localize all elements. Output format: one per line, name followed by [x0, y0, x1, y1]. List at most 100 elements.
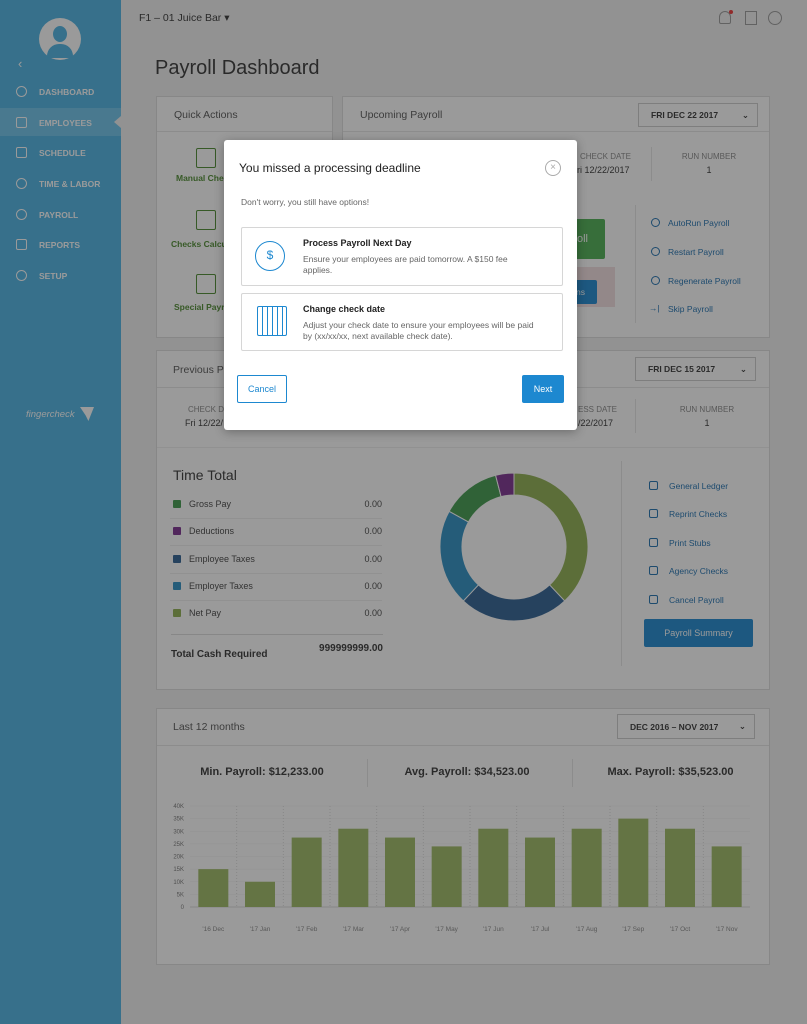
store-select[interactable]: F1 – 01 Juice Bar ▾	[139, 12, 230, 24]
y-tick-label: 15K	[173, 867, 184, 873]
notification-dot	[729, 10, 733, 14]
cancel-button[interactable]: Cancel	[237, 375, 287, 403]
nav-icon	[16, 270, 27, 281]
link-icon: →|	[649, 303, 660, 313]
summary-button[interactable]: Payroll Summary	[644, 619, 753, 647]
button-text: ns	[576, 287, 585, 297]
bar	[525, 837, 555, 907]
row-amount: 0.00	[364, 580, 382, 591]
y-tick-label: 20K	[173, 855, 184, 861]
nav-item[interactable]: DASHBOARD	[39, 87, 95, 97]
action-link[interactable]: Restart Payroll	[668, 247, 724, 257]
x-tick-label: '17 Feb	[296, 926, 318, 933]
divider	[157, 131, 332, 132]
divider	[157, 447, 769, 448]
bar	[431, 846, 462, 907]
sidebar: ‹ DASHBOARD EMPLOYEES SCHEDULE TIME & LA…	[0, 0, 121, 1024]
divider	[635, 399, 636, 433]
nav-icon	[16, 178, 27, 189]
action-link[interactable]: Skip Payroll	[668, 304, 713, 314]
nav-item[interactable]: REPORTS	[39, 240, 81, 250]
label: ESS DATE	[578, 405, 617, 414]
option-description: Ensure your employees are paid tomorrow.…	[303, 254, 508, 275]
nav-icon	[16, 86, 27, 97]
legend-swatch	[173, 581, 181, 590]
bar	[711, 846, 742, 907]
x-tick-label: '17 Jan	[250, 926, 271, 933]
action-link[interactable]: Regenerate Payroll	[668, 276, 741, 286]
button-text: Payroll Summary	[664, 628, 733, 638]
action-link[interactable]: Print Stubs	[669, 537, 711, 548]
divider	[621, 461, 622, 666]
link-icon	[649, 509, 658, 519]
link-icon	[649, 481, 658, 490]
nav-icon	[16, 147, 27, 158]
quick-action[interactable]: Special Payr	[174, 302, 225, 312]
close-button[interactable]: ×	[545, 160, 561, 176]
active-pointer	[114, 116, 121, 128]
link-icon	[651, 218, 660, 227]
collapse-arrow[interactable]: ‹	[18, 56, 23, 71]
select-text: DEC 2016 – NOV 2017	[630, 721, 719, 732]
select-text: FRI DEC 15 2017	[648, 364, 716, 374]
bell-icon[interactable]	[719, 11, 731, 24]
nav-item[interactable]: TIME & LABOR	[39, 179, 101, 189]
legend-swatch	[173, 500, 181, 508]
nav-icon	[16, 209, 27, 220]
help-icon[interactable]	[768, 11, 782, 25]
action-icon	[196, 274, 216, 294]
x-tick-label: '17 Nov	[716, 926, 739, 933]
action-icon	[196, 210, 216, 230]
y-tick-label: 30K	[173, 829, 184, 835]
caret: ⌄	[739, 364, 747, 374]
button-text: oll	[577, 233, 589, 245]
label: RUN NUMBER	[681, 152, 737, 161]
next-button[interactable]: Next	[522, 375, 564, 403]
option-card[interactable]: Change check date Adjust your check date…	[241, 293, 563, 351]
action-icon	[196, 148, 216, 168]
label: CHECK D	[188, 405, 225, 414]
divider	[572, 759, 573, 787]
link-icon	[651, 247, 660, 256]
nav-item[interactable]: SCHEDULE	[39, 148, 86, 158]
action-link[interactable]: General Ledger	[669, 481, 729, 491]
stat: Max. Payroll: $35,523.00	[607, 766, 734, 778]
y-tick-label: 40K	[173, 804, 184, 810]
divider	[651, 147, 652, 181]
doc-icon[interactable]	[745, 11, 757, 25]
quick-action[interactable]: Manual Che	[176, 173, 224, 183]
row-divider	[170, 599, 382, 601]
action-link[interactable]: AutoRun Payroll	[668, 218, 730, 228]
avatar[interactable]	[39, 18, 81, 60]
x-tick-label: '17 Mar	[343, 926, 365, 933]
action-link[interactable]: Cancel Payroll	[669, 594, 724, 605]
action-link[interactable]: Agency Checks	[669, 566, 729, 577]
card-title: Quick Actions	[174, 109, 238, 121]
row-amount: 0.00	[364, 608, 382, 619]
option-card[interactable]: $ Process Payroll Next Day Ensure your e…	[241, 227, 563, 286]
action-link[interactable]: Reprint Checks	[669, 509, 728, 520]
store-name: F1 – 01 Juice Bar	[139, 12, 222, 24]
bar	[338, 828, 369, 907]
value: Fri 12/22/	[185, 418, 224, 428]
bar-chart: 0 5K 10K 15K 20K 25K 30K 35K 40K '16 Dec '17 Jan '1…	[173, 804, 750, 933]
nav-item[interactable]: SETUP	[39, 271, 68, 281]
row-amount: 0.00	[364, 553, 382, 564]
button-text: Next	[533, 384, 553, 394]
label: CHECK DATE	[580, 152, 631, 161]
link-icon	[649, 537, 658, 547]
date-select[interactable]: FRI DEC 15 2017 ⌄	[635, 357, 756, 381]
nav-item[interactable]: PAYROLL	[39, 210, 79, 220]
value: 1	[704, 418, 710, 428]
nav-item[interactable]: EMPLOYEES	[39, 118, 92, 128]
button-text: Cancel	[247, 384, 276, 394]
x-tick-label: '17 Jun	[483, 926, 504, 933]
quick-action[interactable]: Checks Calcu	[171, 239, 227, 249]
active-nav-bg	[0, 108, 121, 136]
range-select[interactable]: DEC 2016 – NOV 2017 ⌄	[617, 714, 755, 739]
option-title: Process Payroll Next Day	[303, 238, 412, 248]
modal-title: You missed a processing deadline	[239, 161, 421, 175]
date-select[interactable]: FRI DEC 22 2017 ⌄	[638, 103, 758, 127]
card-title: Previous Pa	[173, 364, 230, 376]
value: /22/2017	[578, 418, 614, 428]
